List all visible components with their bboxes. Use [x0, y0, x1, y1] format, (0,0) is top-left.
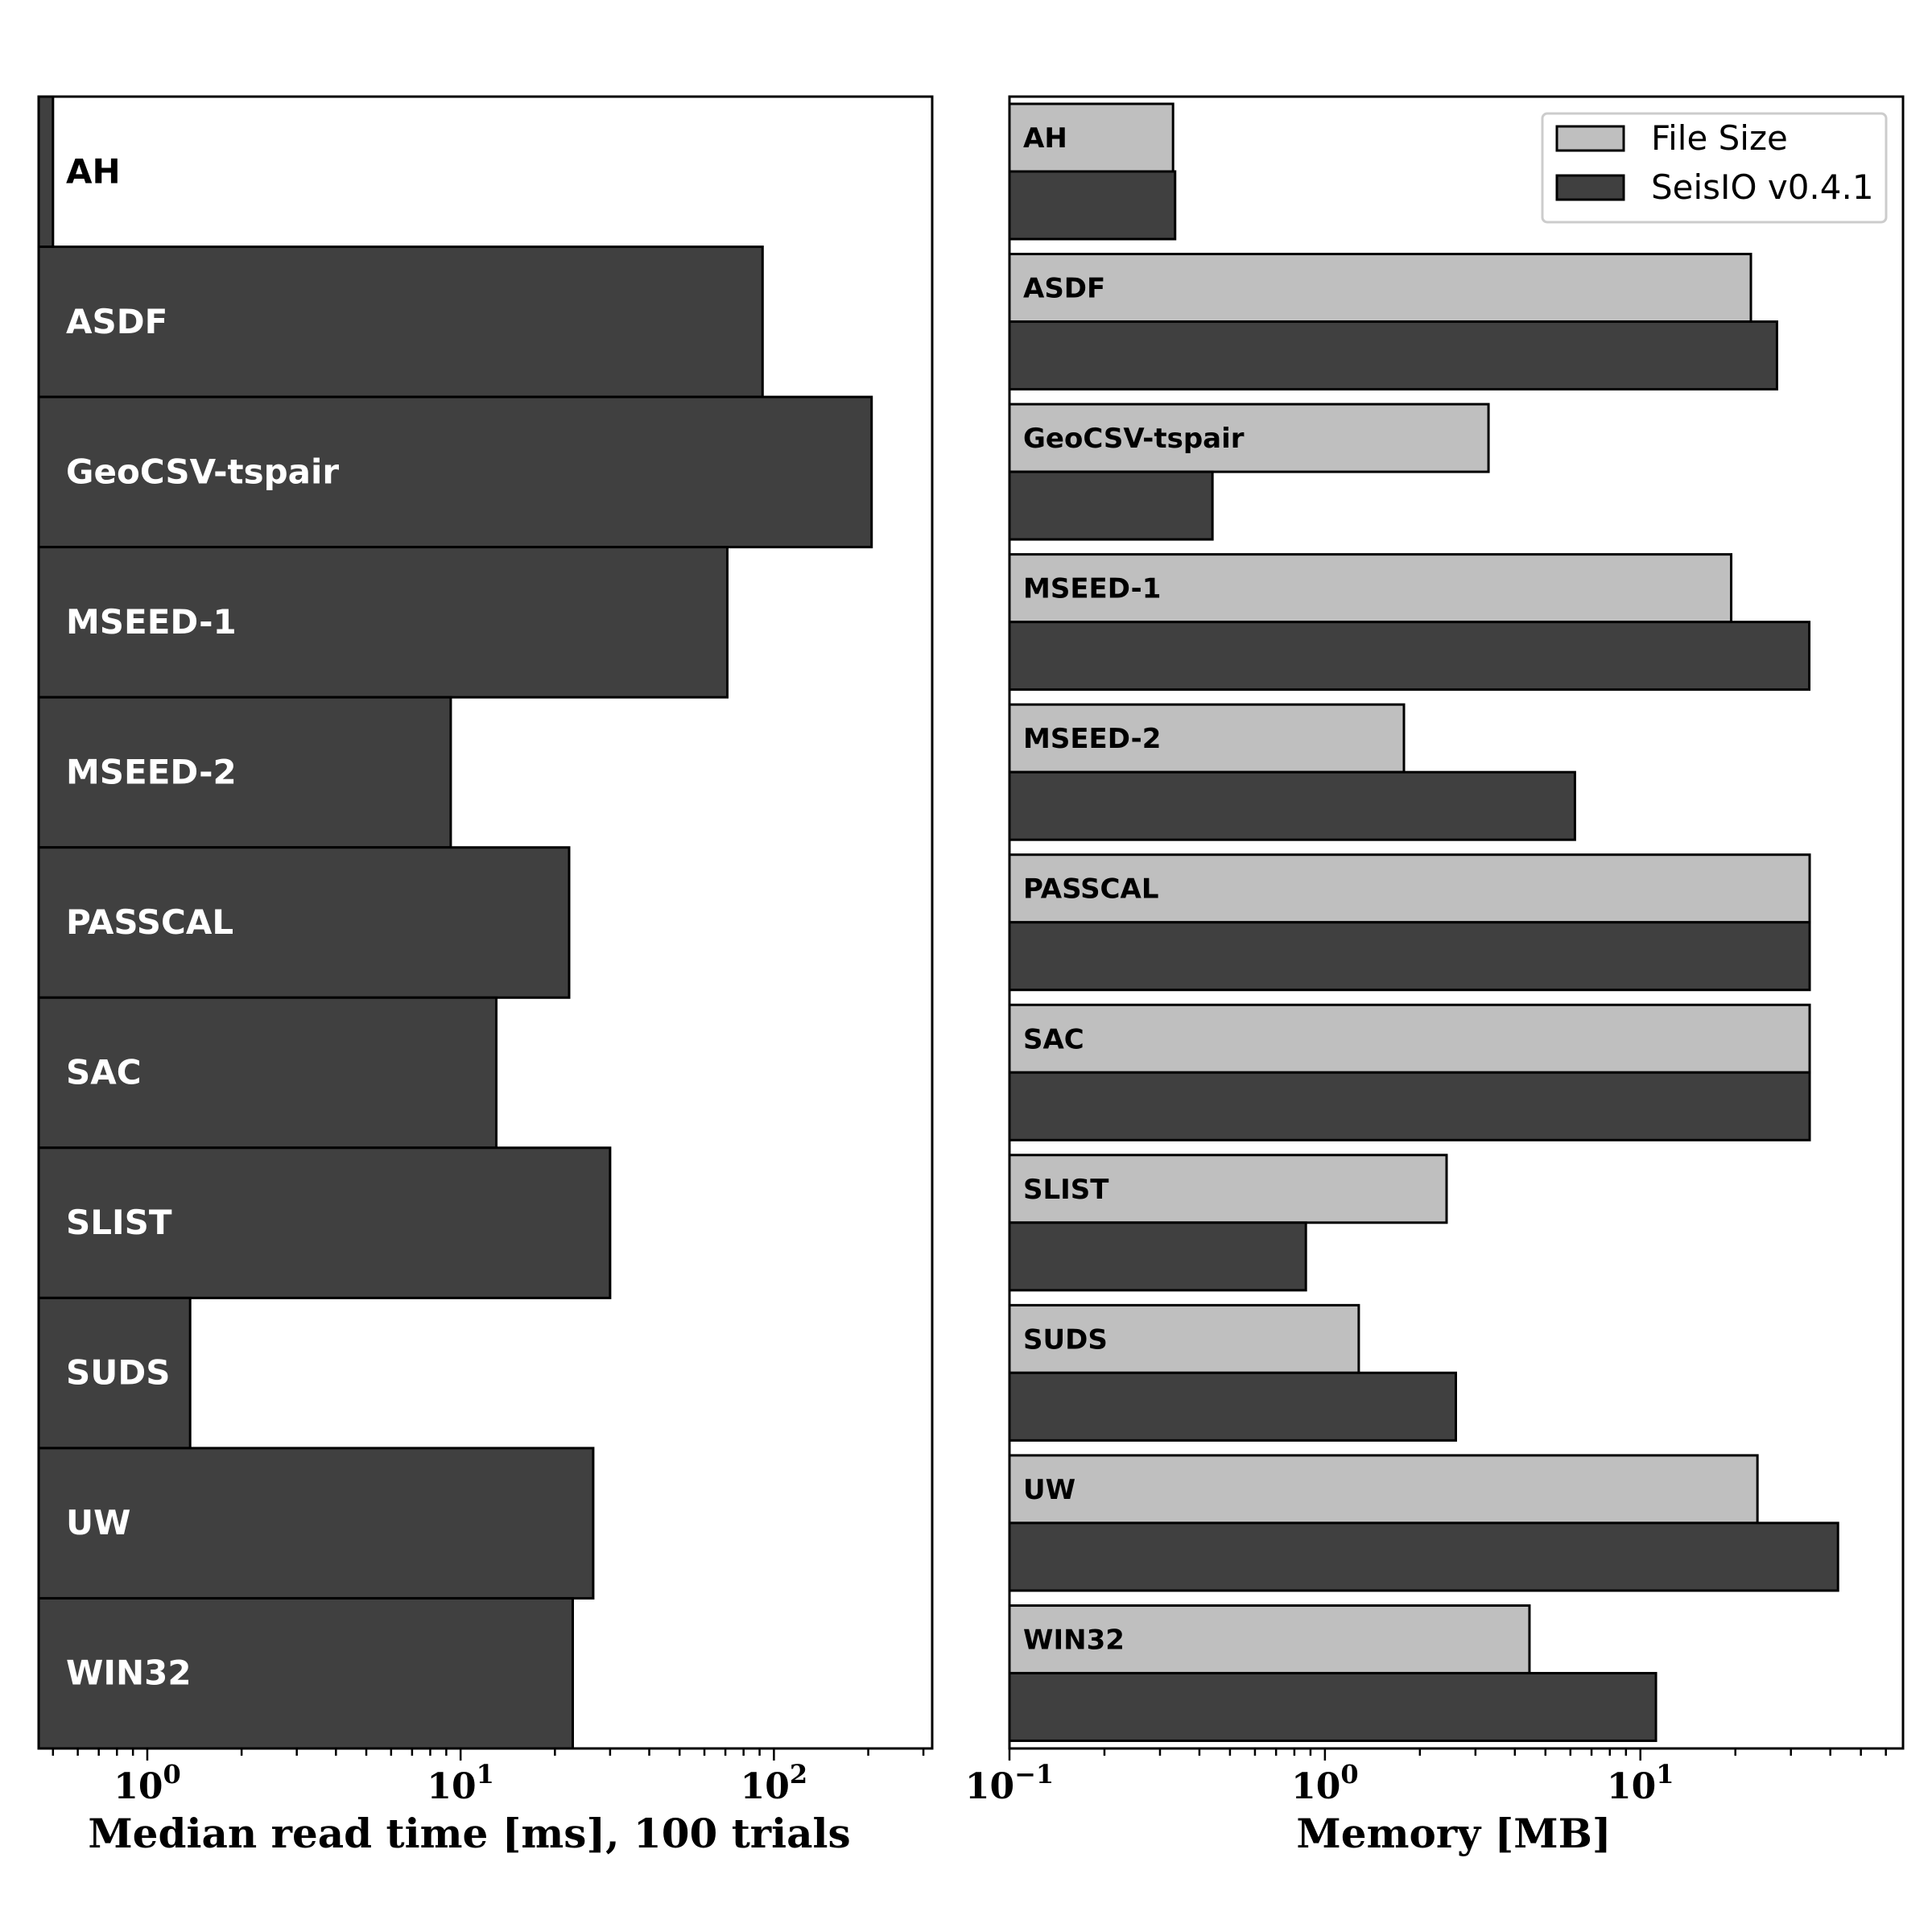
legend-label: SeisIO v0.4.1: [1651, 167, 1874, 207]
x-tick-label: 100: [114, 1759, 181, 1807]
legend: File Size SeisIO v0.4.1: [1541, 112, 1888, 224]
memory-chart: AH ASDF GeoCSV-tspair MSEED-1 MSEED-2 PASSCAL…: [965, 95, 1905, 1857]
bar-asdf: [37, 246, 764, 398]
bar-label: MSEED-1: [1023, 573, 1161, 605]
bar-label: SAC: [1023, 1023, 1084, 1055]
x-tick-label: 101: [427, 1759, 494, 1807]
plot-frame: [1008, 95, 1905, 1750]
bar-passcal: [37, 846, 571, 999]
bar-label: SLIST: [66, 1203, 172, 1242]
bar-asdf-file-size: [1008, 253, 1752, 324]
bar-win32-file-size: [1008, 1604, 1531, 1674]
bar-label: UW: [1023, 1474, 1075, 1506]
x-axis-title: Median read time [ms], 100 trials: [88, 1810, 850, 1857]
bar-suds-file-size: [1008, 1303, 1360, 1374]
bar-asdf-seisio: [1008, 320, 1778, 391]
bar-label: GeoCSV-tspair: [66, 452, 339, 491]
bar-label: GeoCSV-tspair: [1023, 423, 1245, 455]
bar-label: MSEED-2: [66, 752, 237, 791]
bar-label: WIN32: [66, 1653, 192, 1693]
bar-suds-seisio: [1008, 1371, 1457, 1442]
x-tick-label: 10−1: [965, 1759, 1054, 1807]
bar-label: AH: [1023, 122, 1067, 155]
bar-uw-seisio: [1008, 1521, 1839, 1592]
read-time-chart: AH ASDF GeoCSV-tspair MSEED-1 MSEED-2 PASSCAL…: [37, 95, 934, 1857]
bar-sac: [37, 996, 498, 1150]
bar-ah: [37, 95, 55, 249]
bar-ah-seisio: [1008, 170, 1177, 241]
bar-win32: [37, 1596, 574, 1750]
bar-label: AH: [66, 151, 121, 191]
bar-mseed-1: [37, 546, 729, 699]
legend-swatch: [1555, 174, 1625, 201]
legend-swatch: [1555, 125, 1625, 152]
bar-label: SUDS: [66, 1353, 170, 1393]
bar-mseed-1-seisio: [1008, 621, 1811, 691]
bar-label: PASSCAL: [66, 902, 233, 942]
legend-label: File Size: [1651, 118, 1788, 158]
bar-label: MSEED-2: [1023, 723, 1161, 755]
bar-passcal-seisio: [1008, 921, 1811, 992]
bar-label: SAC: [66, 1053, 142, 1092]
bar-label: ASDF: [1023, 273, 1105, 305]
bar-label: WIN32: [1023, 1624, 1125, 1656]
bar-label: UW: [66, 1503, 130, 1542]
bar-label: MSEED-1: [66, 602, 237, 642]
bar-geocsv-tspair-seisio: [1008, 470, 1214, 541]
bar-sac-seisio: [1008, 1071, 1811, 1141]
bar-label: SUDS: [1023, 1323, 1108, 1356]
x-tick-label: 100: [1291, 1759, 1359, 1807]
bar-label: ASDF: [66, 302, 167, 341]
bar-slist: [37, 1146, 612, 1299]
bar-slist-seisio: [1008, 1221, 1307, 1292]
bar-label: SLIST: [1023, 1174, 1109, 1206]
x-axis-title: Memory [MB]: [1296, 1810, 1611, 1857]
bar-mseed-2-file-size: [1008, 703, 1406, 774]
bar-geocsv-tspair-file-size: [1008, 402, 1490, 473]
bar-label: PASSCAL: [1023, 873, 1159, 906]
plot-frame: [37, 95, 934, 1750]
bar-mseed-2: [37, 696, 452, 849]
bar-mseed-2-seisio: [1008, 770, 1576, 841]
bar-geocsv-tspair: [37, 395, 873, 549]
bar-sac-file-size: [1008, 1003, 1811, 1074]
bar-win32-seisio: [1008, 1671, 1657, 1742]
x-tick-label: 102: [741, 1759, 808, 1807]
legend-frame: [1541, 112, 1888, 224]
bar-passcal-file-size: [1008, 853, 1811, 924]
bar-ah-file-size: [1008, 102, 1174, 173]
bar-uw-file-size: [1008, 1454, 1759, 1525]
x-tick-label: 101: [1607, 1759, 1674, 1807]
